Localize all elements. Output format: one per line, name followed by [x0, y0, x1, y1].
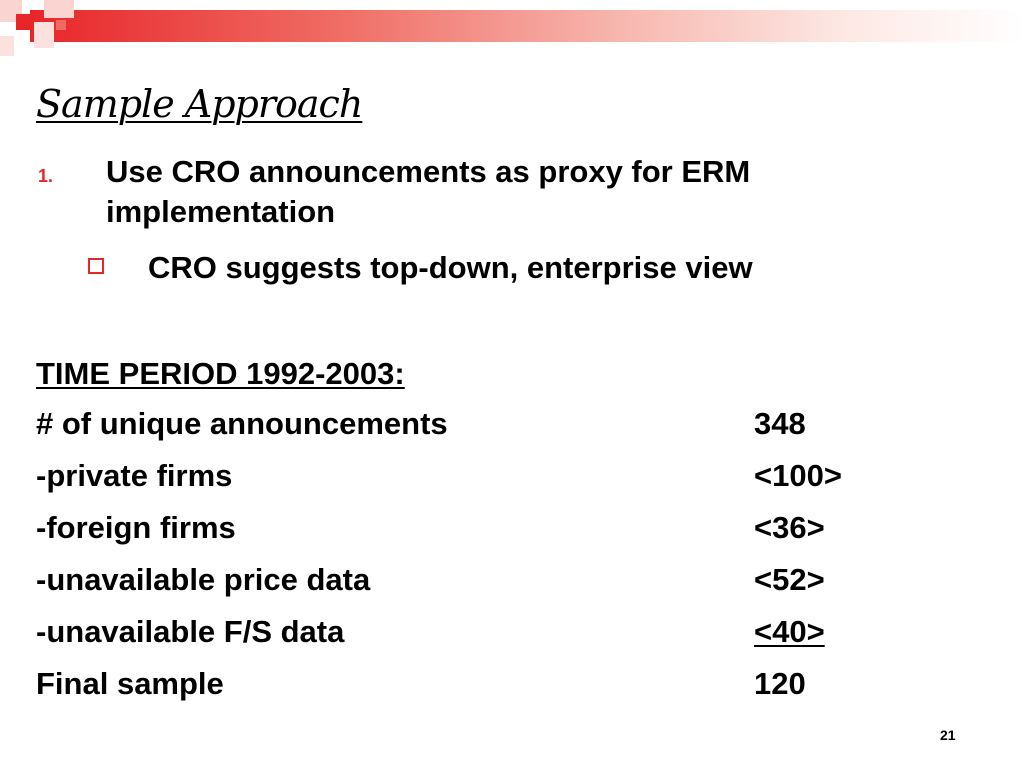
header-gradient-bar — [30, 10, 1024, 42]
table-row: -unavailable F/S data <40> — [36, 612, 936, 664]
row-value: <52> — [754, 562, 825, 597]
table-row: Final sample 120 — [36, 664, 936, 716]
time-period-heading: TIME PERIOD 1992-2003: — [36, 356, 405, 391]
decor-square — [16, 14, 32, 30]
decor-square — [0, 36, 14, 56]
table-row: -unavailable price data <52> — [36, 560, 936, 612]
hollow-square-bullet-icon — [88, 258, 104, 274]
row-label: -private firms — [36, 458, 233, 493]
bullet-number: 1. — [38, 166, 54, 186]
decor-square — [44, 0, 74, 18]
row-label: -unavailable price data — [36, 562, 371, 597]
decor-square — [34, 22, 54, 48]
header-decoration — [0, 0, 1024, 60]
table-row: # of unique announcements 348 — [36, 404, 936, 456]
row-label: # of unique announcements — [36, 406, 448, 441]
decor-square — [56, 20, 66, 30]
row-value: <40> — [754, 614, 825, 649]
row-label: Final sample — [36, 666, 224, 701]
bullet-text: Use CRO announcements as proxy for ERM i… — [106, 154, 751, 229]
row-label: -unavailable F/S data — [36, 614, 345, 649]
sub-bullet-text: CRO suggests top-down, enterprise view — [148, 250, 753, 285]
row-label: -foreign firms — [36, 510, 236, 545]
row-value: <100> — [754, 458, 842, 493]
row-value: <36> — [754, 510, 825, 545]
row-value: 348 — [754, 406, 806, 441]
table-row: -foreign firms <36> — [36, 508, 936, 560]
slide-title: Sample Approach — [36, 82, 363, 126]
table-row: -private firms <100> — [36, 456, 936, 508]
row-value: 120 — [754, 666, 806, 701]
sample-table: # of unique announcements 348 -private f… — [36, 404, 936, 716]
page-number: 21 — [940, 727, 956, 743]
